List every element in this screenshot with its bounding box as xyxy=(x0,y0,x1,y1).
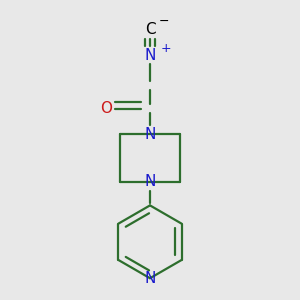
Text: N: N xyxy=(144,127,156,142)
Text: N: N xyxy=(144,47,156,62)
Text: C: C xyxy=(145,22,155,37)
Text: N: N xyxy=(144,174,156,189)
Text: +: + xyxy=(160,42,171,55)
Text: −: − xyxy=(159,15,169,28)
Text: O: O xyxy=(100,101,112,116)
Text: N: N xyxy=(144,271,156,286)
